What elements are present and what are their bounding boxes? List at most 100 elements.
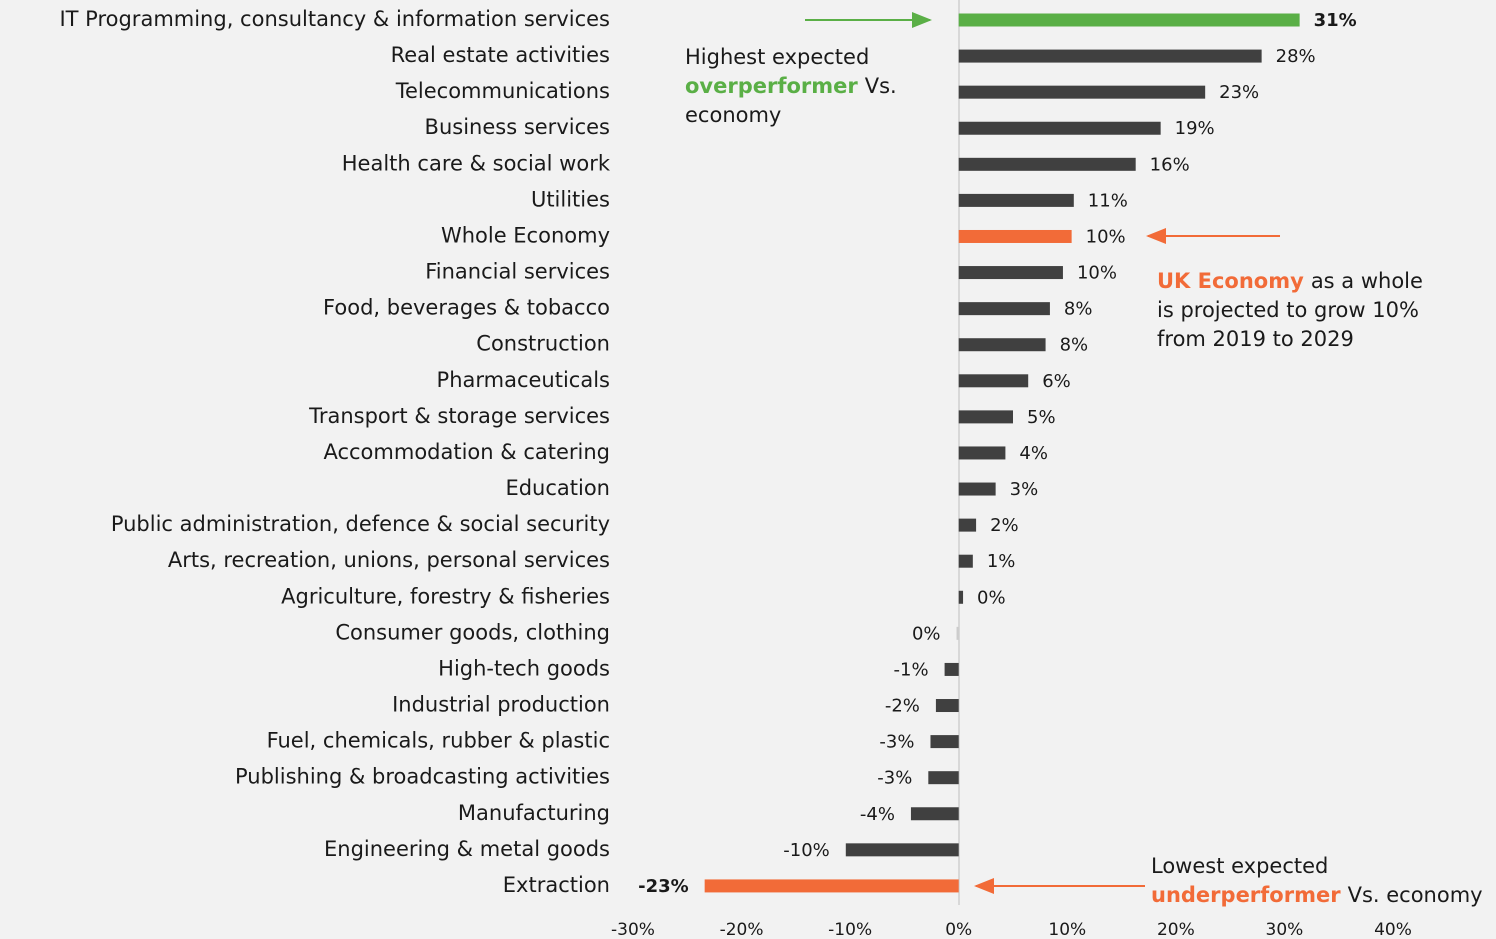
bar (845, 843, 959, 857)
annotation-text: Lowest expected (1151, 854, 1328, 878)
bar (958, 374, 1029, 388)
category-label: Public administration, defence & social … (111, 512, 610, 536)
value-label: 31% (1314, 10, 1357, 31)
annotation-text: Vs. economy (1348, 883, 1483, 907)
category-label: Financial services (425, 260, 610, 284)
value-label: 11% (1088, 190, 1128, 211)
category-label: Transport & storage services (308, 404, 610, 428)
annotation: UK Economy as a whole (1157, 269, 1423, 293)
value-label: 16% (1150, 154, 1190, 175)
x-tick-label: 40% (1374, 920, 1412, 939)
annotation: Lowest expected (1151, 854, 1328, 878)
bar (958, 518, 977, 532)
annotation: from 2019 to 2029 (1157, 327, 1354, 351)
annotation: economy (685, 103, 781, 127)
category-label: Pharmaceuticals (437, 368, 610, 392)
value-label: 4% (1019, 443, 1048, 464)
value-label: 23% (1219, 82, 1259, 103)
category-label: Education (505, 476, 610, 500)
category-label: Telecommunications (395, 79, 610, 103)
bar (935, 699, 959, 713)
x-tick-label: 20% (1157, 920, 1195, 939)
category-label: Food, beverages & tobacco (323, 296, 610, 320)
value-label: 0% (912, 623, 941, 644)
bar (956, 626, 959, 640)
bar (958, 446, 1006, 460)
bar (958, 302, 1050, 316)
value-label: -3% (879, 732, 914, 753)
bar (958, 410, 1013, 424)
bar (958, 554, 973, 568)
bar (704, 879, 959, 893)
value-label: 3% (1010, 479, 1039, 500)
annotation-text: economy (685, 103, 781, 127)
category-label: Extraction (503, 873, 610, 897)
value-label: -4% (860, 804, 895, 825)
value-label: 6% (1042, 371, 1071, 392)
bar (958, 157, 1136, 171)
category-label: Real estate activities (391, 43, 610, 67)
value-label: 1% (987, 551, 1016, 572)
category-label: Industrial production (392, 693, 610, 717)
value-label: 5% (1027, 407, 1056, 428)
category-label: Publishing & broadcasting activities (235, 765, 610, 789)
bar (910, 807, 959, 821)
value-label: -2% (885, 696, 920, 717)
value-label: -23% (638, 876, 689, 897)
x-tick-label: 30% (1266, 920, 1304, 939)
x-tick-label: -10% (828, 920, 872, 939)
x-tick-label: 10% (1048, 920, 1086, 939)
value-label: 2% (990, 515, 1019, 536)
bar (958, 482, 996, 496)
bar (958, 266, 1063, 280)
category-label: Health care & social work (342, 151, 611, 175)
category-label: Whole Economy (441, 223, 610, 247)
value-label: 28% (1276, 46, 1316, 67)
category-label: Utilities (531, 187, 610, 211)
annotation-text: is projected to grow 10% (1157, 298, 1419, 322)
category-label: Accommodation & catering (323, 440, 610, 464)
annotation-text: underperformer (1151, 883, 1341, 907)
annotation: Highest expected (685, 45, 869, 69)
category-label: Manufacturing (458, 801, 610, 825)
x-tick-label: -20% (720, 920, 764, 939)
value-label: -1% (894, 659, 929, 680)
annotation: overperformer Vs. (685, 74, 897, 98)
bar (928, 771, 959, 785)
annotation-text: Vs. (865, 74, 897, 98)
x-tick-label: 0% (945, 920, 972, 939)
category-label: Construction (476, 332, 610, 356)
bar (958, 229, 1072, 243)
bar (958, 338, 1046, 352)
bar (944, 662, 959, 676)
annotation-text: overperformer (685, 74, 858, 98)
category-label: Fuel, chemicals, rubber & plastic (267, 729, 610, 753)
value-label: 19% (1175, 118, 1215, 139)
annotation-text: Highest expected (685, 45, 869, 69)
value-label: -3% (877, 768, 912, 789)
value-label: 10% (1077, 263, 1117, 284)
category-label: Consumer goods, clothing (335, 620, 610, 644)
value-label: 8% (1064, 299, 1093, 320)
value-label: 8% (1060, 335, 1089, 356)
annotation-text: as a whole (1311, 269, 1423, 293)
category-label: Agriculture, forestry & fisheries (281, 584, 610, 608)
bar (958, 49, 1262, 63)
bar (958, 121, 1161, 135)
category-label: High-tech goods (438, 656, 610, 680)
annotation-text: UK Economy (1157, 269, 1304, 293)
bar (958, 590, 964, 604)
annotation: underperformer Vs. economy (1151, 883, 1483, 907)
category-label: IT Programming, consultancy & informatio… (59, 7, 610, 31)
category-label: Business services (425, 115, 610, 139)
value-label: 10% (1086, 226, 1126, 247)
bar (930, 735, 959, 749)
bar (958, 85, 1206, 99)
annotation: is projected to grow 10% (1157, 298, 1419, 322)
annotation-text: from 2019 to 2029 (1157, 327, 1354, 351)
category-label: Engineering & metal goods (324, 837, 610, 861)
bar (958, 193, 1074, 207)
category-label: Arts, recreation, unions, personal servi… (168, 548, 610, 572)
value-label: -10% (783, 840, 830, 861)
